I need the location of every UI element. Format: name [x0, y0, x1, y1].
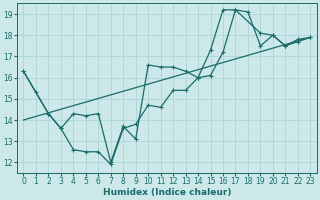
X-axis label: Humidex (Indice chaleur): Humidex (Indice chaleur): [103, 188, 231, 197]
